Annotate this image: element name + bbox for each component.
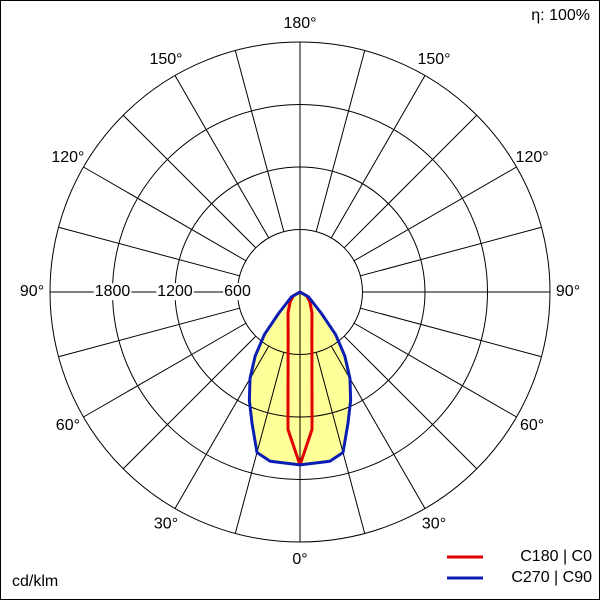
grid-spoke xyxy=(330,345,426,509)
grid-spoke xyxy=(58,307,240,358)
grid-spoke xyxy=(122,335,257,470)
angle-tick-label: 150° xyxy=(417,51,450,68)
angle-tick-label: 30° xyxy=(154,515,178,532)
series-line xyxy=(247,290,301,467)
grid-spoke xyxy=(315,50,366,232)
grid-spoke xyxy=(58,226,240,277)
r-tick-label-bg xyxy=(223,283,252,301)
r-tick-label: 1800 xyxy=(95,283,131,300)
grid-spoke xyxy=(83,322,247,418)
unit-label: cd/klm xyxy=(12,573,58,590)
grid-spoke xyxy=(343,114,478,249)
grid-spoke xyxy=(360,226,542,277)
r-tick-label-bg xyxy=(93,283,132,301)
r-tick-label-bg xyxy=(156,283,194,301)
series-line xyxy=(299,290,353,467)
angle-tick-label: 90° xyxy=(556,283,580,300)
angle-tick-label: 60° xyxy=(520,417,544,434)
grid-spoke xyxy=(234,352,285,534)
grid-spoke xyxy=(330,75,426,239)
legend-label: C180 | C0 xyxy=(520,548,592,565)
grid-spoke xyxy=(360,307,542,358)
angle-tick-label: 120° xyxy=(516,149,549,166)
grid-spoke xyxy=(174,75,270,239)
angle-tick-label: 90° xyxy=(20,283,44,300)
grid-spoke xyxy=(343,335,478,470)
r-tick-label: 600 xyxy=(224,283,251,300)
grid-spoke xyxy=(353,166,517,262)
r-tick-label: 1200 xyxy=(157,283,193,300)
angle-tick-label: 180° xyxy=(283,15,316,32)
angle-tick-label: 30° xyxy=(422,515,446,532)
angle-tick-label: 0° xyxy=(292,551,307,568)
grid-spoke xyxy=(83,166,247,262)
grid-spoke xyxy=(315,352,366,534)
angle-tick-label: 150° xyxy=(149,51,182,68)
legend-label: C270 | C90 xyxy=(511,569,592,586)
grid-spoke xyxy=(174,345,270,509)
grid-spoke xyxy=(234,50,285,232)
angle-tick-label: 120° xyxy=(51,149,84,166)
grid-spoke xyxy=(353,322,517,418)
grid-spoke xyxy=(122,114,257,249)
efficiency-label: η: 100% xyxy=(531,7,590,24)
angle-tick-label: 60° xyxy=(56,417,80,434)
